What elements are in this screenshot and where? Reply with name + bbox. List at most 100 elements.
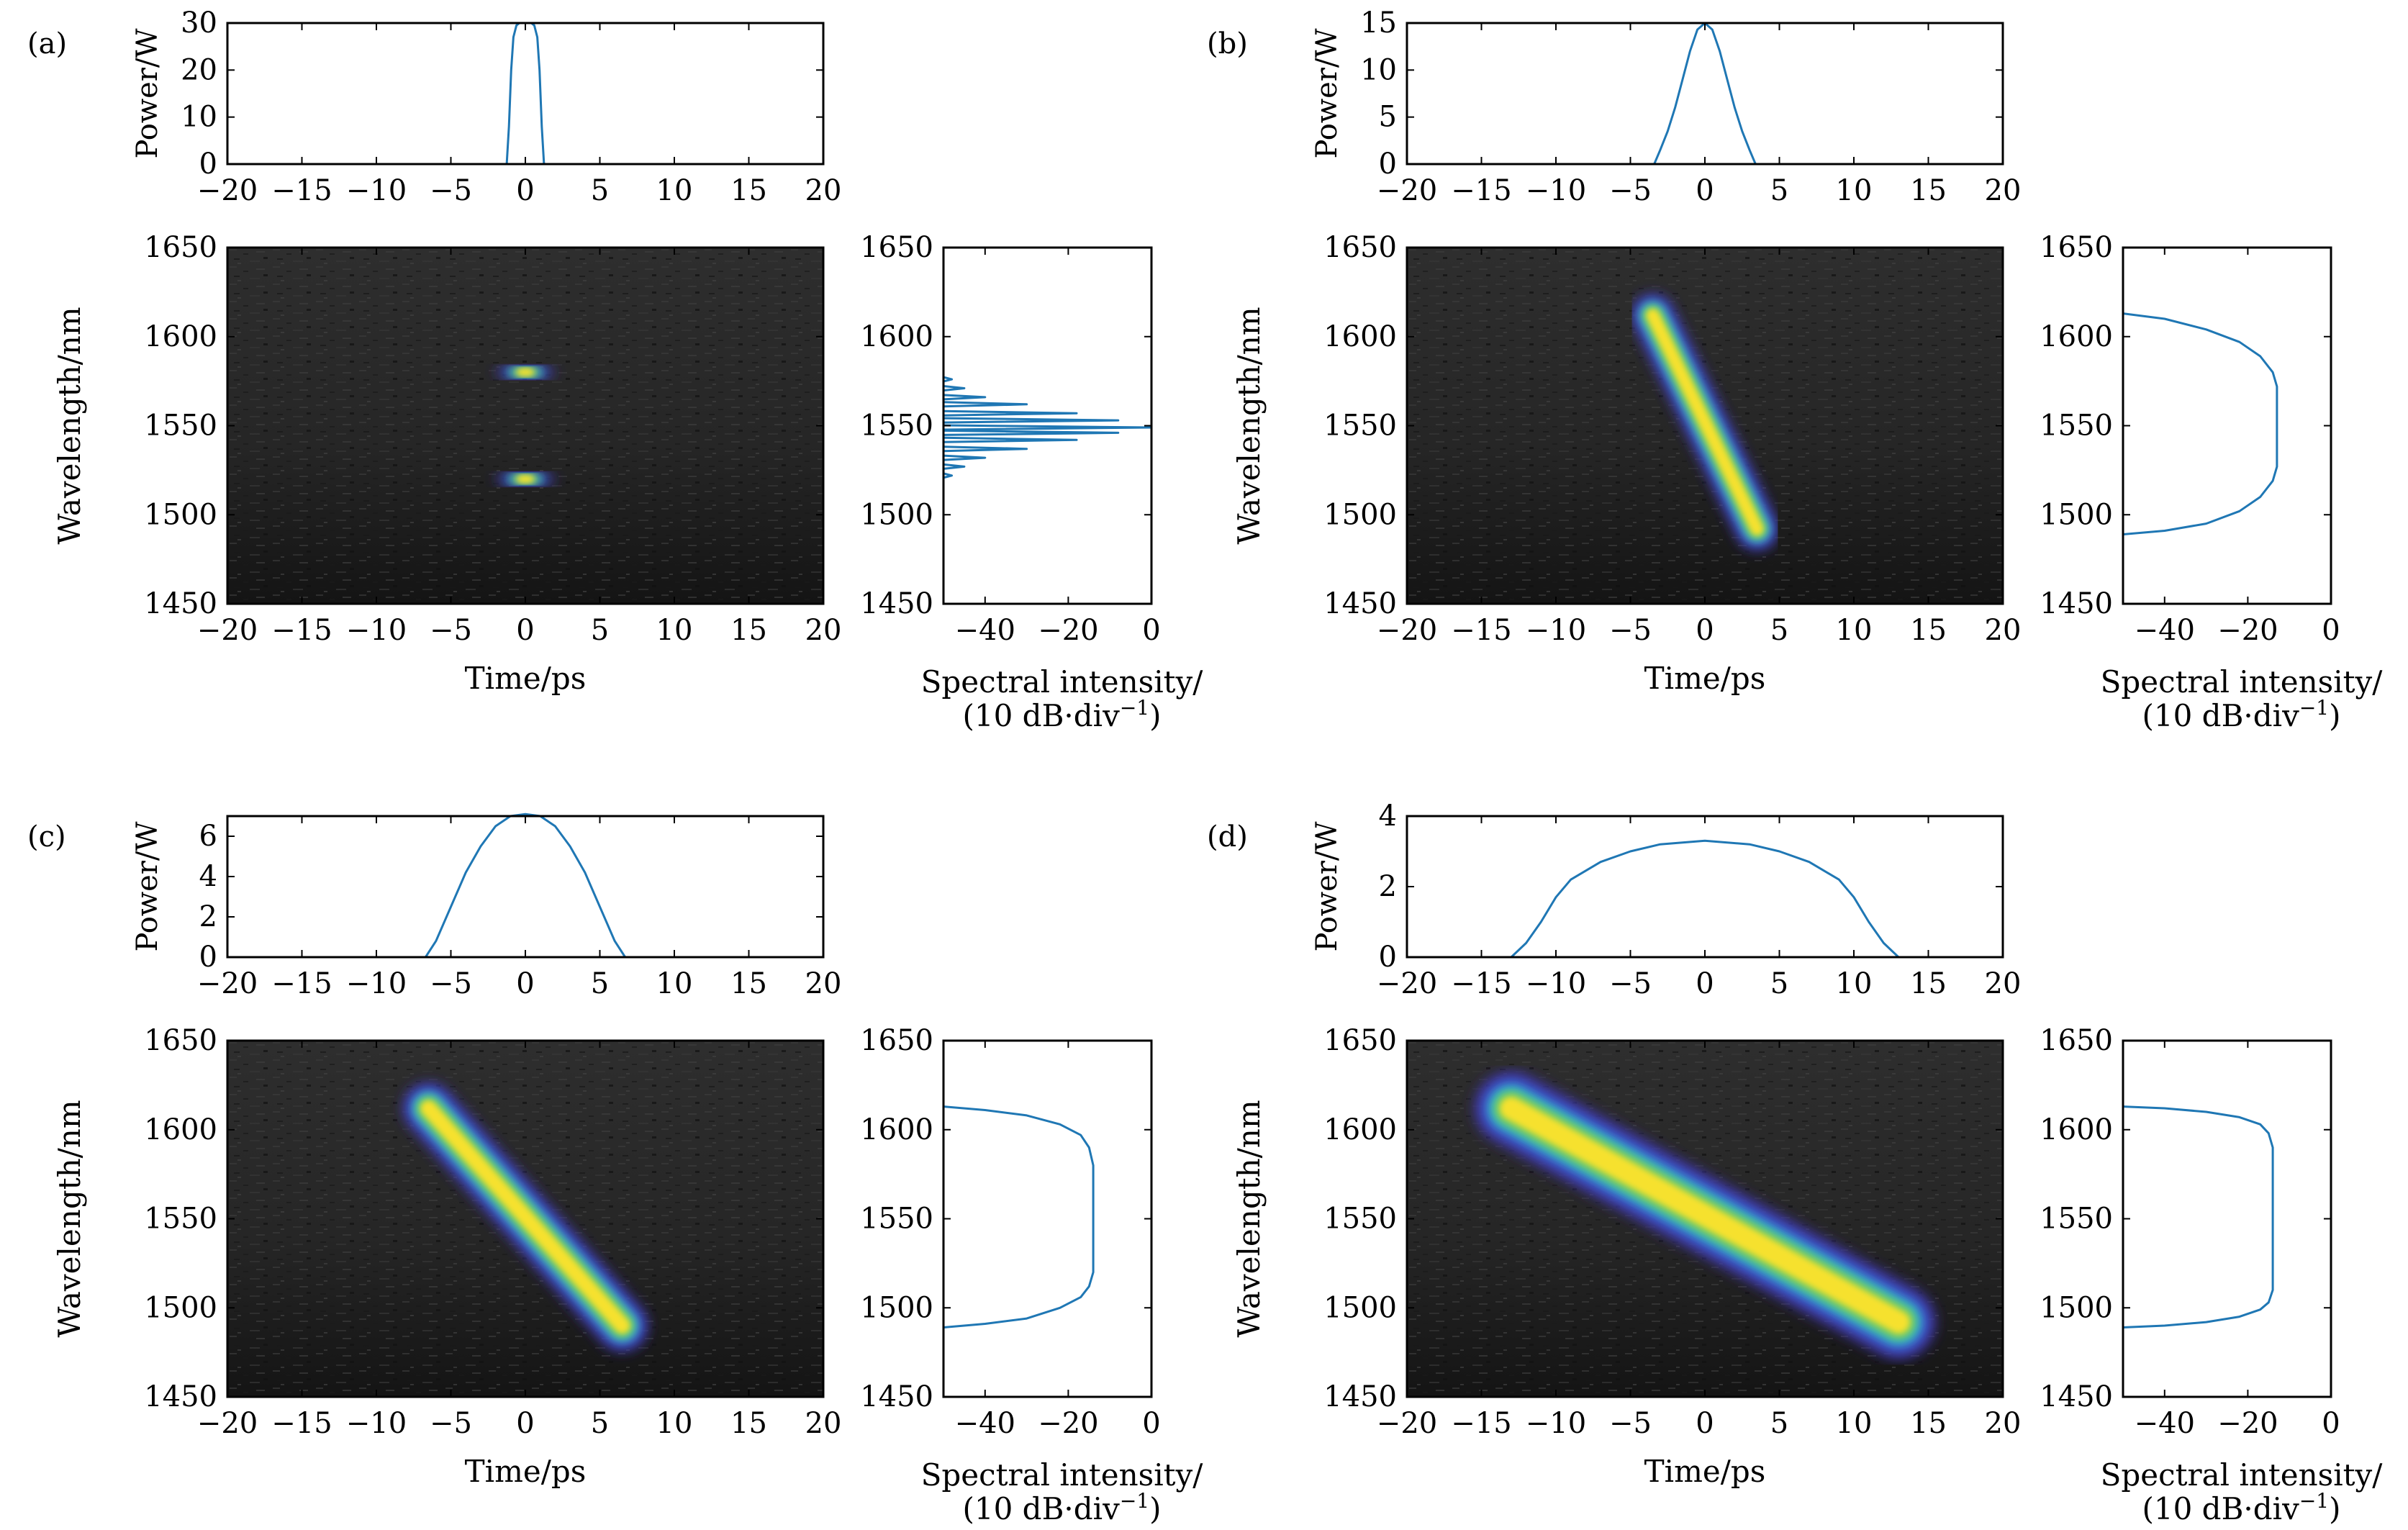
x-axis-label-units: (10 dB·div−1) <box>2142 696 2341 734</box>
y-tick-label: 10 <box>181 101 217 134</box>
x-tick-label: 0 <box>1696 174 1714 207</box>
y-tick-label: 1450 <box>1323 587 1397 620</box>
y-axis-label: Power/W <box>131 822 164 952</box>
x-tick-label: −5 <box>430 614 472 647</box>
x-tick-label: −20 <box>1038 614 1098 647</box>
heatmap-area <box>1407 1041 2003 1397</box>
y-tick-label: 20 <box>181 53 217 86</box>
y-tick-label: 1550 <box>2040 1203 2113 1236</box>
ridge-core <box>516 475 535 484</box>
x-axis-label-units: (10 dB·div−1) <box>2142 1489 2341 1527</box>
y-tick-label: 30 <box>181 6 217 40</box>
x-tick-label: −5 <box>1609 614 1652 647</box>
x-tick-label: −20 <box>1038 1407 1098 1440</box>
x-tick-label: −5 <box>430 1407 472 1440</box>
y-tick-label: 1600 <box>860 1113 933 1146</box>
x-tick-label: −15 <box>271 1407 332 1440</box>
x-axis-label: Spectral intensity/ <box>2101 664 2384 700</box>
y-tick-label: 1600 <box>1323 320 1397 353</box>
x-tick-label: 10 <box>656 614 693 647</box>
plot-frame <box>942 1039 1153 1398</box>
y-tick-label: 1650 <box>2040 1024 2113 1057</box>
x-tick-label: −15 <box>1451 614 1511 647</box>
x-tick-label: 0 <box>2322 1407 2340 1440</box>
x-tick-label: 10 <box>656 1407 693 1440</box>
x-tick-label: 15 <box>1910 614 1947 647</box>
x-tick-label: −5 <box>430 174 472 207</box>
x-tick-label: −20 <box>197 967 258 1000</box>
x-tick-label: 0 <box>516 174 534 207</box>
y-tick-label: 1650 <box>2040 231 2113 264</box>
x-axis-label: Time/ps <box>465 1454 587 1489</box>
x-tick-label: 15 <box>730 614 767 647</box>
y-axis-label: Wavelength/nm <box>1231 1100 1267 1337</box>
x-tick-label: −20 <box>1377 967 1437 1000</box>
spectrogram-plot: −20 −15 −10 −5 0 5 10 15 20 1450 1500 1550 1600 1650 T… <box>1231 231 2021 696</box>
x-tick-label: −10 <box>1526 1407 1586 1440</box>
y-tick-label: 2 <box>199 900 217 933</box>
power-curve <box>1653 22 1757 165</box>
y-tick-label: 0 <box>1379 148 1397 181</box>
y-tick-label: 1500 <box>144 498 217 531</box>
y-tick-label: 1600 <box>2040 320 2113 353</box>
x-axis-label: Time/ps <box>1644 661 1766 696</box>
y-tick-label: 1450 <box>860 1380 933 1413</box>
x-tick-label: 15 <box>1910 1407 1947 1440</box>
y-tick-label: 1500 <box>1323 1291 1397 1324</box>
spectrogram-plot: −20 −15 −10 −5 0 5 10 15 20 1450 1500 1550 1600 1650 T… <box>1231 1024 2021 1489</box>
x-tick-label: 5 <box>1770 967 1788 1000</box>
x-tick-label: 20 <box>1985 967 2022 1000</box>
y-tick-label: 1500 <box>2040 1291 2113 1324</box>
x-tick-label: −10 <box>1526 614 1586 647</box>
power-curve <box>1510 839 1900 959</box>
y-axis-label: Power/W <box>131 29 164 159</box>
panel-a: (a) −20 −15 −10 −5 0 5 10 15 20 0 10 20 30 Power/W −2… <box>27 6 1203 733</box>
x-tick-label: 20 <box>1985 174 2022 207</box>
y-tick-label: 0 <box>199 148 217 181</box>
x-tick-label: 5 <box>591 174 609 207</box>
x-tick-label: −10 <box>346 1407 407 1440</box>
x-tick-label: 15 <box>1910 174 1947 207</box>
y-tick-label: 1600 <box>144 320 217 353</box>
spectrum-curve <box>2123 1105 2274 1328</box>
x-tick-label: 5 <box>591 614 609 647</box>
x-tick-label: 5 <box>1770 1407 1788 1440</box>
y-tick-label: 6 <box>199 820 217 853</box>
ridge-core <box>421 1100 630 1334</box>
panel-label: (b) <box>1207 27 1248 60</box>
x-tick-label: −5 <box>1609 1407 1652 1440</box>
y-tick-label: 1650 <box>1323 231 1397 264</box>
x-tick-label: 15 <box>730 1407 767 1440</box>
x-axis-label: Spectral intensity/ <box>2101 1457 2384 1493</box>
x-tick-label: −5 <box>1609 967 1652 1000</box>
x-tick-label: −15 <box>1451 967 1511 1000</box>
x-tick-label: −40 <box>955 1407 1015 1440</box>
x-tick-label: 0 <box>516 967 534 1000</box>
panel-label: (c) <box>27 820 66 854</box>
x-tick-label: 20 <box>805 1407 842 1440</box>
x-tick-label: −20 <box>197 1407 258 1440</box>
x-tick-label: 20 <box>1985 1407 2022 1440</box>
y-tick-label: 1550 <box>144 409 217 443</box>
y-tick-label: 1500 <box>860 1291 933 1324</box>
y-tick-label: 1550 <box>860 409 933 443</box>
y-tick-label: 15 <box>1360 6 1397 40</box>
x-tick-label: 15 <box>1910 967 1947 1000</box>
x-tick-label: −15 <box>271 614 332 647</box>
x-tick-label: −20 <box>1377 1407 1437 1440</box>
y-axis-label: Wavelength/nm <box>52 307 87 544</box>
x-tick-label: 0 <box>516 614 534 647</box>
x-axis-label: Time/ps <box>1644 1454 1766 1489</box>
x-tick-label: 0 <box>1142 1407 1160 1440</box>
y-tick-label: 10 <box>1360 53 1397 86</box>
spectrum-plot: −40 −20 0 1450 1500 1550 1600 1650 Spectral inte… <box>2040 231 2383 733</box>
x-tick-label: −40 <box>2135 614 2195 647</box>
y-axis-label: Wavelength/nm <box>52 1100 87 1337</box>
x-tick-label: 20 <box>805 174 842 207</box>
plot-frame <box>1406 22 2004 166</box>
y-tick-label: 1550 <box>2040 409 2113 443</box>
x-tick-label: −20 <box>2217 1407 2278 1440</box>
x-tick-label: 10 <box>656 174 693 207</box>
power-plot: −20 −15 −10 −5 0 5 10 15 20 0 2 4 6 Power/W <box>131 812 841 1000</box>
